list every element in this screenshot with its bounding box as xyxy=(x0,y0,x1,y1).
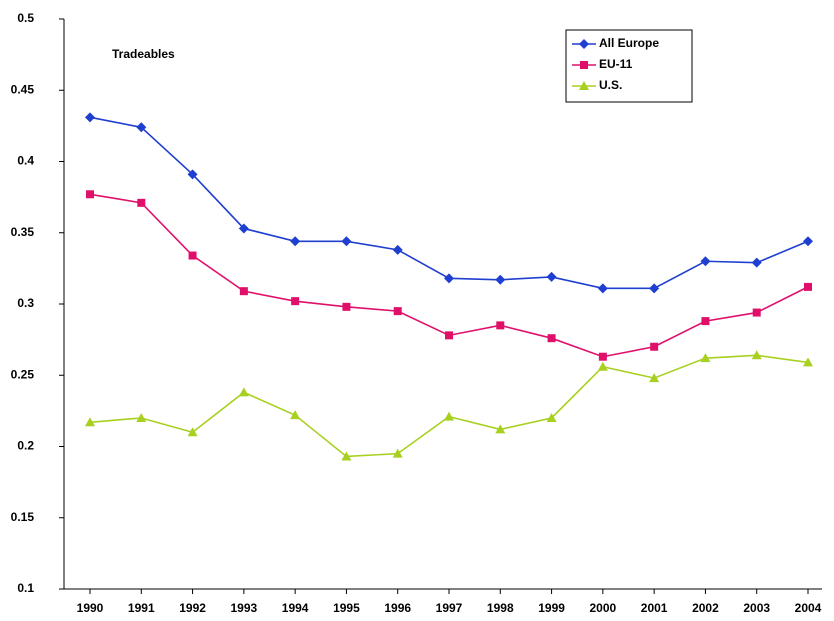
marker xyxy=(342,302,351,311)
marker xyxy=(650,342,659,351)
marker xyxy=(495,274,506,285)
marker xyxy=(496,321,505,330)
marker xyxy=(752,308,761,317)
y-tick-label: 0.3 xyxy=(17,296,34,310)
marker xyxy=(393,307,402,316)
marker xyxy=(445,331,453,340)
legend-label: U.S. xyxy=(599,78,622,92)
marker xyxy=(649,373,660,383)
marker xyxy=(444,411,454,421)
y-tick-label: 0.35 xyxy=(11,225,35,239)
series-line xyxy=(89,354,809,458)
marker xyxy=(495,424,506,434)
x-tick-label: 2001 xyxy=(641,601,668,615)
marker xyxy=(136,122,147,133)
marker xyxy=(701,317,710,326)
marker xyxy=(546,271,557,282)
marker xyxy=(136,413,147,422)
marker xyxy=(803,357,813,367)
x-tick-label: 1993 xyxy=(231,601,258,615)
x-tick-label: 2000 xyxy=(590,601,617,615)
marker xyxy=(238,223,249,234)
x-tick-label: 2002 xyxy=(692,601,719,615)
legend-label: All Europe xyxy=(599,36,659,50)
marker xyxy=(239,287,248,296)
y-tick-label: 0.45 xyxy=(11,82,35,96)
x-tick-label: 2004 xyxy=(795,601,822,615)
y-tick-label: 0.5 xyxy=(17,11,34,25)
marker xyxy=(547,334,556,343)
marker xyxy=(597,361,608,371)
legend-label: EU-11 xyxy=(599,57,633,71)
marker xyxy=(803,236,813,247)
marker xyxy=(86,190,94,199)
x-tick-label: 2003 xyxy=(743,601,770,615)
marker xyxy=(649,283,660,294)
marker xyxy=(290,236,301,247)
legend-marker xyxy=(579,39,589,49)
marker xyxy=(291,297,300,306)
marker xyxy=(700,256,711,267)
marker xyxy=(187,169,198,180)
marker xyxy=(700,353,711,363)
marker xyxy=(341,451,352,461)
marker xyxy=(290,410,301,420)
x-tick-label: 1998 xyxy=(487,601,514,615)
marker xyxy=(85,112,95,123)
x-tick-label: 1991 xyxy=(128,601,155,615)
marker xyxy=(546,413,557,422)
marker xyxy=(238,387,249,397)
y-tick-label: 0.25 xyxy=(11,367,35,381)
legend-marker xyxy=(579,81,589,90)
x-tick-label: 1997 xyxy=(436,601,463,615)
x-tick-label: 1995 xyxy=(333,601,360,615)
x-tick-label: 1999 xyxy=(538,601,565,615)
y-tick-label: 0.1 xyxy=(17,581,34,595)
y-tick-label: 0.2 xyxy=(17,439,34,453)
x-tick-label: 1996 xyxy=(384,601,411,615)
marker xyxy=(751,257,762,268)
marker xyxy=(188,251,197,260)
annotation: Tradeables xyxy=(112,47,175,61)
marker xyxy=(187,427,198,437)
marker xyxy=(598,352,607,361)
marker xyxy=(751,350,762,360)
marker xyxy=(392,244,403,255)
series-line xyxy=(89,116,809,290)
marker xyxy=(341,236,352,247)
marker xyxy=(597,283,608,294)
marker xyxy=(392,448,403,458)
marker xyxy=(85,417,95,427)
marker xyxy=(137,198,146,207)
legend-marker xyxy=(580,61,588,69)
marker xyxy=(444,273,454,284)
marker xyxy=(804,282,812,291)
x-tick-label: 1990 xyxy=(77,601,104,615)
y-tick-label: 0.4 xyxy=(17,154,34,168)
x-tick-label: 1994 xyxy=(282,601,309,615)
y-tick-label: 0.15 xyxy=(11,510,35,524)
x-tick-label: 1992 xyxy=(179,601,206,615)
